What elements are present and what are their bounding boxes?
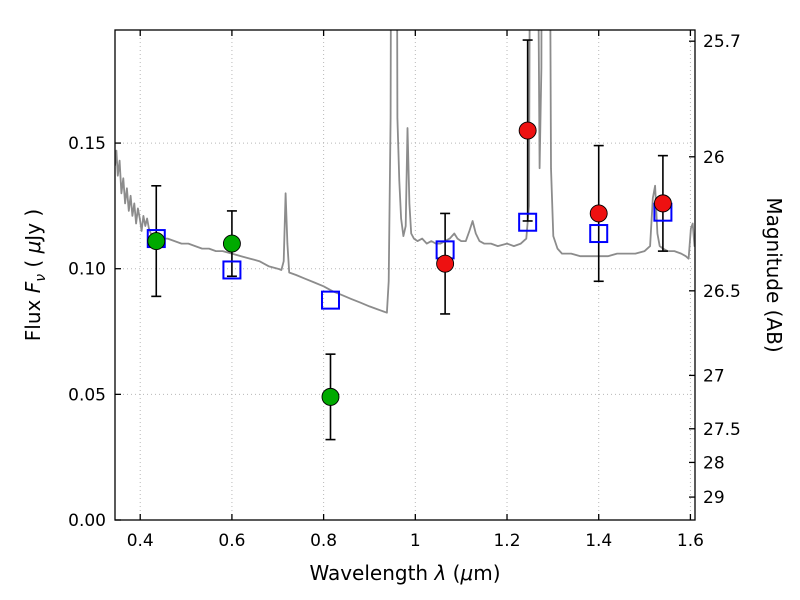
model-photometry-marker (589, 224, 609, 244)
x-tick-label: 1.6 (677, 531, 704, 551)
observed-photometry-marker (436, 254, 455, 273)
y-tick-label-right: 29 (703, 488, 725, 508)
model-photometry-marker (222, 260, 242, 280)
y-tick-label-right: 27.5 (703, 420, 741, 440)
y-tick-label-right: 28 (703, 453, 725, 473)
y-tick-label-right: 26.5 (703, 282, 741, 302)
observed-photometry-marker (518, 121, 537, 140)
x-tick-label: 1 (410, 531, 421, 551)
observed-photometry-marker (653, 194, 672, 213)
observed-infrared-errorbars (440, 39, 668, 315)
observed-photometry-marker (222, 234, 241, 253)
y-tick-label-left: 0.00 (68, 511, 106, 531)
y-axis-label-left: Flux Fν ( μJy ) (21, 209, 49, 341)
x-tick-label: 0.8 (310, 531, 337, 551)
x-axis-label: Wavelength λ (μm) (309, 561, 500, 585)
observed-photometry-marker (589, 204, 608, 223)
model-photometry-marker (518, 212, 538, 232)
x-tick-label: 1.2 (493, 531, 520, 551)
observed-infrared (436, 121, 672, 273)
grid (115, 30, 695, 521)
axis-ticks (115, 30, 695, 521)
plot-frame (114, 29, 696, 521)
y-tick-label-right: 27 (703, 366, 725, 386)
y-tick-label-right: 25.7 (703, 32, 741, 52)
model-spectrum-line (115, 30, 695, 314)
y-tick-label-right: 26 (703, 148, 725, 168)
observed-photometry-marker (147, 232, 166, 251)
x-tick-label: 1.4 (585, 531, 612, 551)
y-axis-label-right: Magnitude (AB) (762, 197, 786, 352)
y-tick-label-left: 0.10 (68, 260, 106, 280)
x-tick-label: 0.4 (127, 531, 154, 551)
observed-optical (147, 232, 340, 406)
model-photometry-marker (320, 290, 340, 310)
x-tick-label: 0.6 (218, 531, 245, 551)
observed-photometry-marker (321, 387, 340, 406)
observed-optical-errorbars (151, 184, 336, 441)
y-tick-label-left: 0.15 (68, 134, 106, 154)
y-tick-label-left: 0.05 (68, 385, 106, 405)
